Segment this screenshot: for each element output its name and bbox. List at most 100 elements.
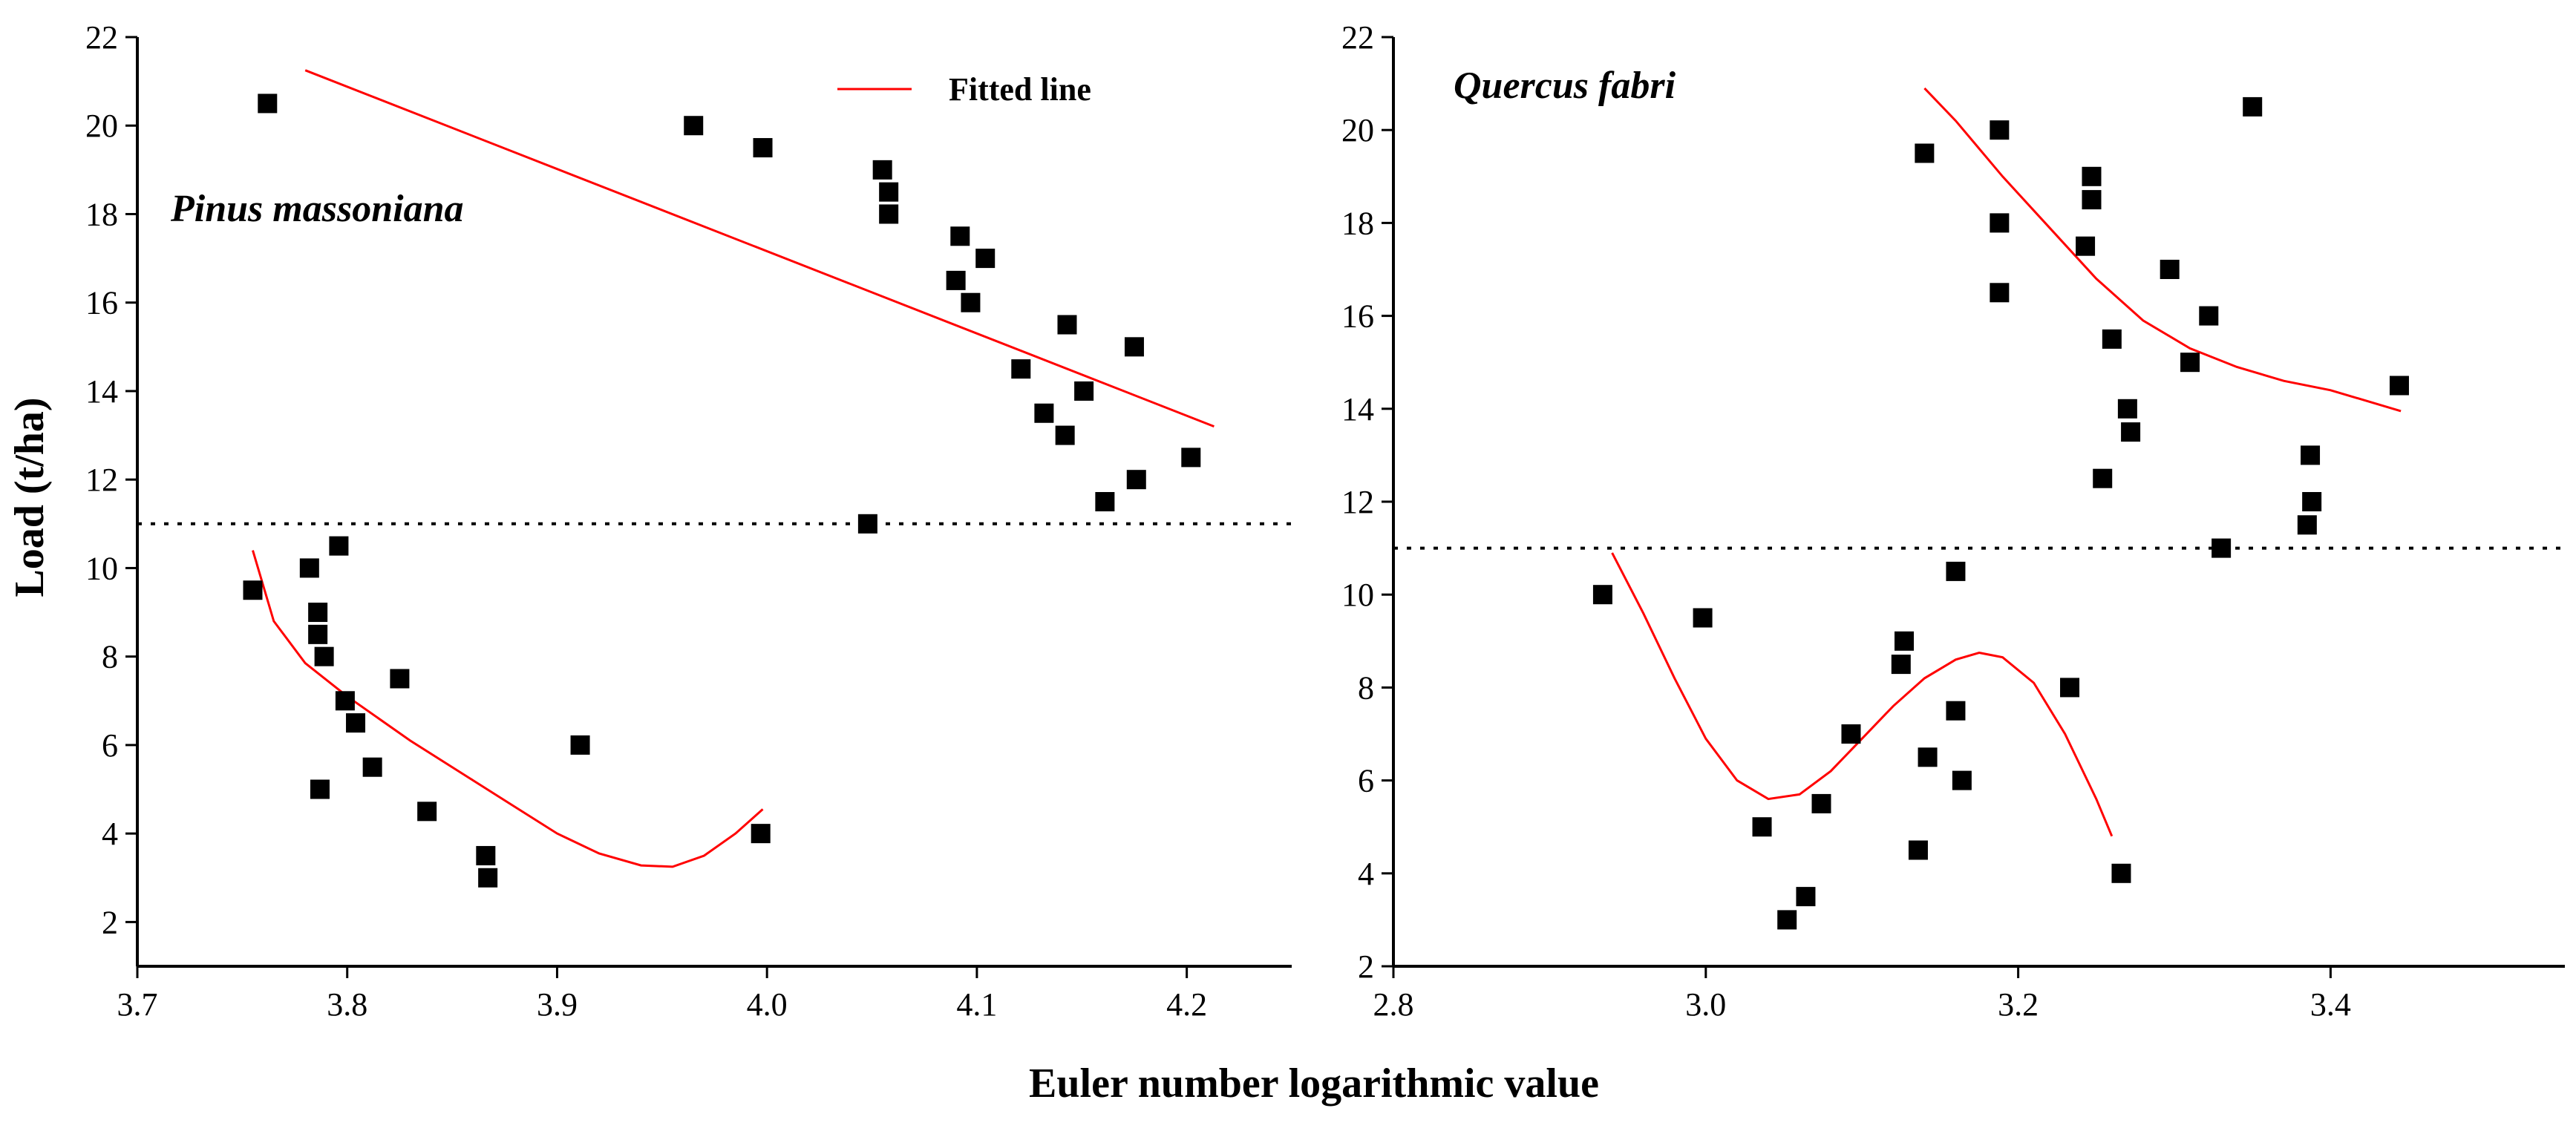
x-axis-title: Euler number logarithmic value (1029, 1061, 1599, 1107)
data-point (2082, 166, 2102, 186)
data-point (2302, 492, 2322, 511)
panel-pinus-massoniana: 2 4 6 8 10 12 14 16 18 20 22 3.7 3.8 3.9 4.0 4.1 4.2 Pinu… (85, 19, 1292, 1023)
data-point (2211, 538, 2232, 558)
data-point (975, 249, 996, 269)
data-point (2180, 353, 2200, 373)
fitted-line (252, 550, 764, 868)
data-point (2389, 376, 2409, 396)
data-point (308, 624, 328, 644)
y-tick-label: 8 (102, 639, 118, 675)
y-tick-label: 22 (1341, 19, 1374, 56)
data-point (1011, 359, 1031, 379)
data-point (1918, 747, 1938, 767)
y-tick-label: 10 (85, 550, 118, 586)
data-point (1891, 655, 1911, 675)
y-tick-label: 18 (85, 196, 118, 232)
data-point (335, 691, 355, 711)
data-point (329, 536, 349, 556)
y-tick-label: 6 (102, 727, 118, 764)
data-point (2060, 678, 2080, 698)
y-tick-label: 18 (1341, 205, 1374, 241)
data-point (346, 713, 366, 733)
legend-label: Fitted line (949, 71, 1091, 108)
data-point (1034, 403, 1054, 423)
data-point (2076, 236, 2096, 256)
data-point (2093, 468, 2113, 488)
data-point (570, 735, 590, 755)
data-point (1777, 910, 1797, 930)
data-point (2121, 422, 2141, 442)
data-point (2243, 96, 2263, 117)
x-tick-label: 3.2 (1998, 986, 2039, 1023)
y-tick-label: 6 (1358, 763, 1374, 799)
data-point (950, 226, 970, 246)
data-point (1811, 793, 1831, 813)
data-point (1057, 315, 1077, 335)
data-point (1592, 585, 1612, 605)
panel-quercus-fabri: 2 4 6 8 10 12 14 16 18 20 22 2.8 3.0 3.2 3.4 Quercus fa… (1341, 19, 2565, 1023)
data-point (879, 182, 899, 202)
x-tick-label: 3.7 (117, 986, 158, 1023)
y-tick-label: 12 (85, 462, 118, 498)
data-point (1126, 470, 1146, 490)
data-point (478, 868, 498, 888)
data-point (2082, 190, 2102, 210)
data-point (1895, 631, 1915, 651)
y-tick-label: 2 (102, 904, 118, 940)
data-point (872, 160, 892, 180)
x-tick-label: 3.9 (537, 986, 578, 1023)
data-point (390, 669, 410, 689)
data-point (1990, 213, 2010, 233)
data-point (308, 603, 328, 623)
data-point (1796, 887, 1816, 907)
data-point (258, 94, 278, 114)
data-point (753, 138, 773, 158)
data-point (2102, 329, 2122, 349)
x-tick-label: 4.2 (1166, 986, 1207, 1023)
data-point (310, 779, 330, 799)
data-point (1181, 448, 1201, 468)
species-label: Pinus massoniana (170, 188, 464, 230)
y-tick-label: 14 (85, 373, 118, 410)
fitted-line (1923, 87, 2402, 413)
fitted-line (1611, 552, 2114, 837)
data-point (684, 116, 704, 136)
x-tick-label: 4.0 (747, 986, 788, 1023)
x-tick-label: 3.0 (1685, 986, 1726, 1023)
x-tick-label: 2.8 (1373, 986, 1414, 1023)
data-point (2199, 306, 2219, 326)
data-point (857, 514, 877, 534)
data-point (1055, 425, 1075, 445)
data-point (946, 270, 966, 290)
data-point (362, 757, 382, 777)
data-point (1752, 817, 1772, 837)
data-point (2301, 445, 2321, 465)
y-tick-label: 14 (1341, 391, 1374, 427)
data-point (243, 580, 263, 600)
data-point (1946, 701, 1966, 721)
x-tick-label: 3.8 (327, 986, 367, 1023)
x-tick-label: 3.4 (2310, 986, 2351, 1023)
data-point (1095, 492, 1115, 511)
data-point (751, 824, 771, 844)
y-tick-label: 22 (85, 19, 118, 56)
data-point (1915, 143, 1935, 163)
data-point (417, 802, 437, 822)
data-point (1841, 724, 1861, 744)
data-point (1990, 120, 2010, 140)
data-point (476, 845, 496, 865)
data-point (1074, 381, 1094, 401)
y-tick-label: 20 (1341, 112, 1374, 148)
y-tick-label: 8 (1358, 669, 1374, 706)
y-tick-label: 20 (85, 108, 118, 144)
data-point (1908, 840, 1928, 860)
data-point (2117, 399, 2137, 419)
y-axis-title: Load (t/ha) (7, 397, 53, 597)
data-point (2111, 863, 2131, 883)
data-point (314, 646, 334, 666)
data-point (879, 204, 899, 224)
data-point (1952, 770, 1972, 790)
data-point (961, 292, 981, 312)
data-point (1693, 608, 1713, 628)
